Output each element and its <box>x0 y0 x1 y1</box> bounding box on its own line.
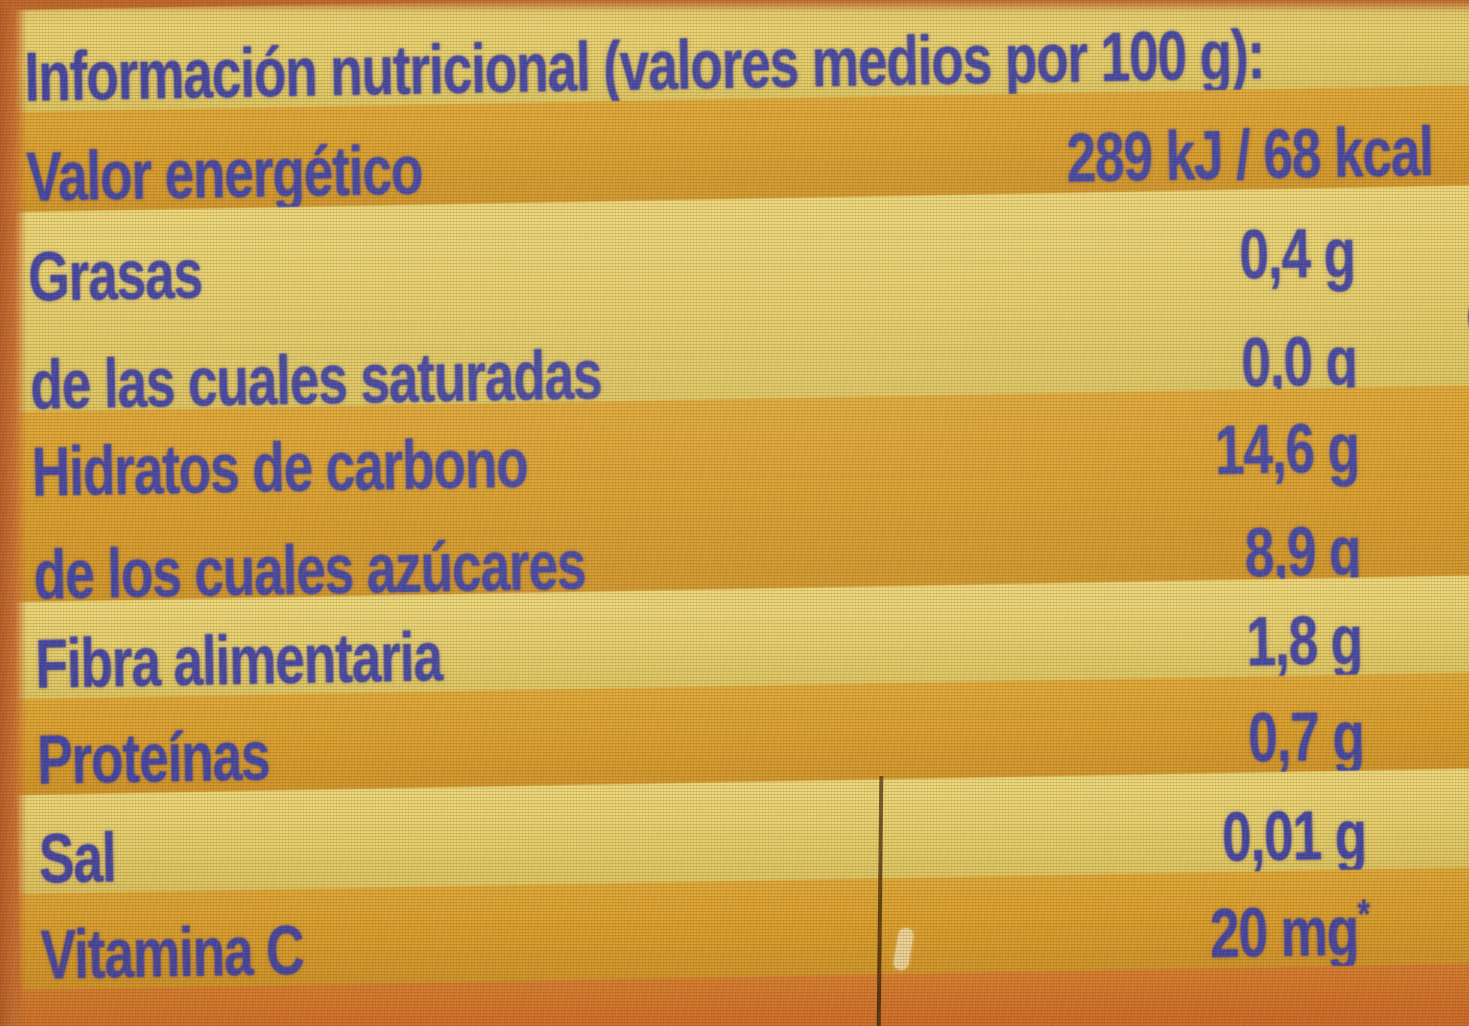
row-hidratos-label: Hidratos de carbono <box>31 423 529 511</box>
footnote-marker: * <box>1357 890 1371 938</box>
row-valor-energetico-value: 289 kJ / 68 kcal <box>1065 112 1434 197</box>
row-grasas-label: Grasas <box>27 234 203 316</box>
package-left-border <box>0 0 27 1026</box>
row-hidratos-value: 14,6 gg <box>1214 409 1469 547</box>
row-vitamina-c-value: 20 mg*g <box>1209 890 1469 1026</box>
row-proteinas-label: Proteínas <box>36 716 271 799</box>
row-fibra-value: 1,8 gg <box>1245 600 1363 681</box>
row-fibra-label: Fibra alimentaria <box>34 617 443 703</box>
row-sal-value: 0,01 gg <box>1220 795 1367 877</box>
package-top-border <box>0 0 1469 12</box>
row-vitamina-c-label: Vitamina C <box>40 910 305 994</box>
row-proteinas-value: 0,7 gg <box>1247 696 1365 777</box>
row-sal-label: Sal <box>38 818 117 898</box>
rows-hidratos-stripe: Hidratos de carbono 14,6 gg de los cuale… <box>9 384 1469 614</box>
row-valor-energetico-label: Valor energético <box>25 130 423 216</box>
